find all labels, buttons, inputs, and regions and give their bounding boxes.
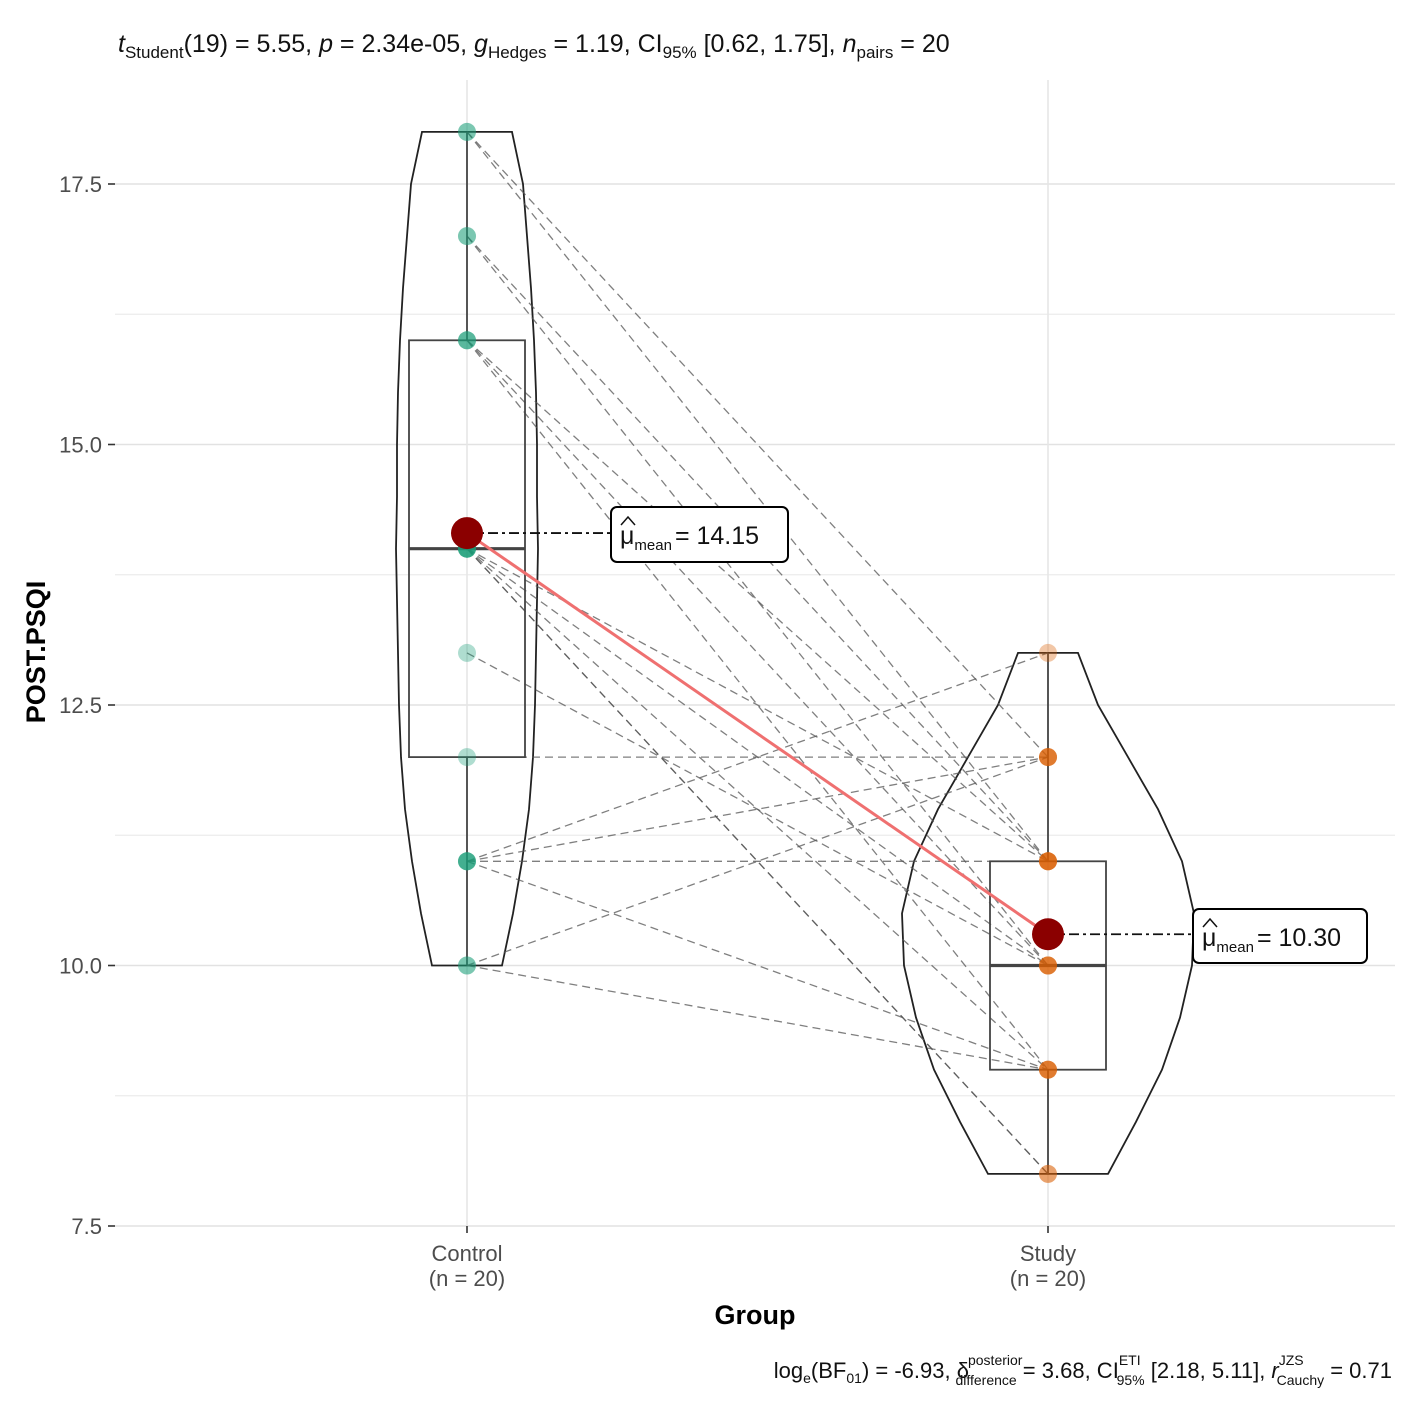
control-point [458,331,476,350]
paired-line [466,652,1049,862]
study-point [1039,643,1057,662]
study-point [1039,1060,1057,1079]
control-point [458,852,476,871]
mean-point [1032,918,1064,951]
paired-line [466,756,1049,862]
mean-label-text: μmean = 10.30 [1202,924,1341,956]
mean-point [451,517,483,550]
control-point [458,227,476,246]
mean-label-box [610,506,789,563]
x-tick-label: Control [432,1241,503,1266]
violin-study [901,652,1195,1175]
control-point [458,227,476,246]
x-axis: Control(n = 20)Study(n = 20) [429,1226,1086,1291]
study-point [1039,1164,1057,1183]
study-point [1039,1060,1057,1079]
mean-label-study: μmean = 10.30 [1192,908,1368,964]
study-point [1039,956,1057,975]
y-axis-title: POST.PSQI [21,581,51,724]
control-point [458,122,476,141]
y-tick-label: 10.0 [59,954,102,979]
study-point [1039,748,1057,767]
mean-connector-line [466,531,1049,936]
control-point [458,852,476,871]
y-tick-label: 17.5 [59,172,102,197]
study-point [1039,852,1057,871]
study-point [1039,852,1057,871]
control-point [458,956,476,975]
mean-label-control: μmean = 14.15 [610,506,789,563]
study-point [1039,1060,1057,1079]
study-point [1039,1060,1057,1079]
y-axis: 7.5 10.0 12.5 15.0 17.5 [59,172,115,1239]
paired-line [466,860,1049,1071]
control-point [458,852,476,871]
study-point [1039,852,1057,871]
means [451,517,1193,951]
chart-caption: loge(BF01) = -6.93, δposterior difference… [774,1352,1392,1388]
x-tick-label: Study [1020,1241,1076,1266]
mu-hat [620,515,636,526]
study-point [1039,748,1057,767]
x-tick-sublabel: (n = 20) [429,1266,505,1291]
control-point [458,748,476,767]
paired-line [466,652,1049,967]
study-point [1039,1164,1057,1183]
study-point [1039,748,1057,767]
control-point [458,331,476,350]
control-point [458,122,476,141]
mu-hat [1202,917,1218,928]
mean-label-text: μmean = 14.15 [620,522,759,554]
study-point [1039,956,1057,975]
paired-line [466,756,1049,967]
control-point [458,852,476,871]
study-point [1039,748,1057,767]
y-tick-label: 12.5 [59,693,102,718]
study-point [1039,956,1057,975]
study-point [1039,852,1057,871]
paired-line [466,964,1049,1071]
violins [395,131,1195,1175]
control-point [458,331,476,350]
y-tick-label: 15.0 [59,433,102,458]
y-tick-label: 7.5 [71,1214,102,1239]
x-tick-sublabel: (n = 20) [1010,1266,1086,1291]
x-axis-title: Group [715,1300,796,1330]
study-point [1039,956,1057,975]
paired-line [466,339,1049,862]
control-point [458,643,476,662]
chart-subtitle: tStudent(19) = 5.55, p = 2.34e-05, gHedg… [118,30,950,62]
mean-label-box [1192,908,1368,964]
violin-control [395,131,539,967]
study-point [1039,852,1057,871]
control-point [458,956,476,975]
